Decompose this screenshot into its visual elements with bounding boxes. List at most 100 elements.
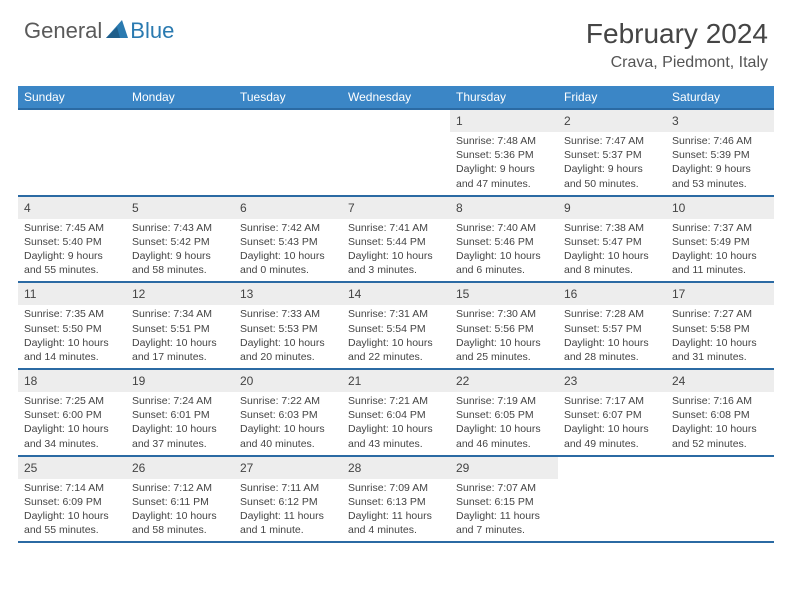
- daylight-text: and 31 minutes.: [672, 350, 768, 364]
- calendar-day-cell: 22 Sunrise: 7:19 AMSunset: 6:05 PMDayligh…: [450, 369, 558, 456]
- day-body: Sunrise: 7:31 AMSunset: 5:54 PMDaylight:…: [342, 305, 450, 368]
- calendar-day-cell: 18Sunrise: 7:25 AMSunset: 6:00 PMDayligh…: [18, 369, 126, 456]
- day-number-bar: 7: [342, 197, 450, 219]
- day-number-bar: 3: [666, 110, 774, 132]
- day-number: 23: [564, 374, 577, 388]
- day-body: Sunrise: 7:16 AMSunset: 6:08 PMDaylight:…: [666, 392, 774, 455]
- day-number-bar: 20: [234, 370, 342, 392]
- day-body: Sunrise: 7:24 AMSunset: 6:01 PMDaylight:…: [126, 392, 234, 455]
- sunrise-text: Sunrise: 7:40 AM: [456, 221, 552, 235]
- day-number-bar: 18: [18, 370, 126, 392]
- sunrise-text: Sunrise: 7:38 AM: [564, 221, 660, 235]
- sunset-text: Sunset: 5:44 PM: [348, 235, 444, 249]
- day-number: 14: [348, 287, 361, 301]
- calendar-week-row: 25Sunrise: 7:14 AMSunset: 6:09 PMDayligh…: [18, 456, 774, 543]
- day-number-bar: 1: [450, 110, 558, 132]
- day-number-bar: 13: [234, 283, 342, 305]
- daylight-text: Daylight: 10 hours: [672, 422, 768, 436]
- day-number: 28: [348, 461, 361, 475]
- sunset-text: Sunset: 5:57 PM: [564, 322, 660, 336]
- daylight-text: Daylight: 11 hours: [456, 509, 552, 523]
- sunrise-text: Sunrise: 7:22 AM: [240, 394, 336, 408]
- day-body: Sunrise: 7:19 AMSunset: 6:05 PMDaylight:…: [450, 392, 558, 455]
- day-number: 22: [456, 374, 469, 388]
- daylight-text: and 22 minutes.: [348, 350, 444, 364]
- sunset-text: Sunset: 6:15 PM: [456, 495, 552, 509]
- day-number: 8: [456, 201, 463, 215]
- day-number-bar: 29: [450, 457, 558, 479]
- sunset-text: Sunset: 5:53 PM: [240, 322, 336, 336]
- sunrise-text: Sunrise: 7:19 AM: [456, 394, 552, 408]
- day-number-bar: 8: [450, 197, 558, 219]
- day-number: 13: [240, 287, 253, 301]
- sunrise-text: Sunrise: 7:30 AM: [456, 307, 552, 321]
- day-number: 4: [24, 201, 31, 215]
- sunrise-text: Sunrise: 7:48 AM: [456, 134, 552, 148]
- daylight-text: and 43 minutes.: [348, 437, 444, 451]
- day-number-bar: 5: [126, 197, 234, 219]
- day-number: 1: [456, 114, 463, 128]
- calendar-day-cell: 27Sunrise: 7:11 AMSunset: 6:12 PMDayligh…: [234, 456, 342, 543]
- daylight-text: Daylight: 10 hours: [456, 336, 552, 350]
- day-number: 26: [132, 461, 145, 475]
- brand-triangle-icon: [106, 20, 128, 43]
- day-number-bar: 27: [234, 457, 342, 479]
- daylight-text: Daylight: 10 hours: [672, 249, 768, 263]
- daylight-text: and 50 minutes.: [564, 177, 660, 191]
- dow-header: Friday: [558, 86, 666, 109]
- sunset-text: Sunset: 6:07 PM: [564, 408, 660, 422]
- calendar-day-cell: 10Sunrise: 7:37 AMSunset: 5:49 PMDayligh…: [666, 196, 774, 283]
- day-number-bar: 19: [126, 370, 234, 392]
- day-number-bar: 28: [342, 457, 450, 479]
- day-body: Sunrise: 7:21 AMSunset: 6:04 PMDaylight:…: [342, 392, 450, 455]
- day-number: 20: [240, 374, 253, 388]
- dow-header: Sunday: [18, 86, 126, 109]
- calendar-week-row: 4Sunrise: 7:45 AMSunset: 5:40 PMDaylight…: [18, 196, 774, 283]
- daylight-text: Daylight: 10 hours: [348, 336, 444, 350]
- daylight-text: and 25 minutes.: [456, 350, 552, 364]
- title-block: February 2024 Crava, Piedmont, Italy: [586, 18, 768, 72]
- day-body: Sunrise: 7:12 AMSunset: 6:11 PMDaylight:…: [126, 479, 234, 542]
- page-title: February 2024: [586, 18, 768, 50]
- sunset-text: Sunset: 5:47 PM: [564, 235, 660, 249]
- sunrise-text: Sunrise: 7:47 AM: [564, 134, 660, 148]
- calendar-week-row: 18Sunrise: 7:25 AMSunset: 6:00 PMDayligh…: [18, 369, 774, 456]
- calendar-day-cell: 23Sunrise: 7:17 AMSunset: 6:07 PMDayligh…: [558, 369, 666, 456]
- sunset-text: Sunset: 6:00 PM: [24, 408, 120, 422]
- day-number-bar: 26: [126, 457, 234, 479]
- day-number-bar: 23: [558, 370, 666, 392]
- calendar-day-cell: 4Sunrise: 7:45 AMSunset: 5:40 PMDaylight…: [18, 196, 126, 283]
- day-number: 3: [672, 114, 679, 128]
- calendar-day-cell: 8Sunrise: 7:40 AMSunset: 5:46 PMDaylight…: [450, 196, 558, 283]
- sunset-text: Sunset: 6:11 PM: [132, 495, 228, 509]
- daylight-text: and 8 minutes.: [564, 263, 660, 277]
- sunset-text: Sunset: 5:40 PM: [24, 235, 120, 249]
- day-number-bar: 21: [342, 370, 450, 392]
- daylight-text: and 1 minute.: [240, 523, 336, 537]
- day-number-bar: 4: [18, 197, 126, 219]
- daylight-text: Daylight: 10 hours: [456, 422, 552, 436]
- sunset-text: Sunset: 5:43 PM: [240, 235, 336, 249]
- daylight-text: and 3 minutes.: [348, 263, 444, 277]
- sunset-text: Sunset: 5:50 PM: [24, 322, 120, 336]
- sunset-text: Sunset: 5:39 PM: [672, 148, 768, 162]
- daylight-text: Daylight: 10 hours: [24, 509, 120, 523]
- day-number: 10: [672, 201, 685, 215]
- sunset-text: Sunset: 5:36 PM: [456, 148, 552, 162]
- day-number-bar: 6: [234, 197, 342, 219]
- sunrise-text: Sunrise: 7:17 AM: [564, 394, 660, 408]
- sunset-text: Sunset: 6:12 PM: [240, 495, 336, 509]
- day-number-bar: 2: [558, 110, 666, 132]
- sunrise-text: Sunrise: 7:07 AM: [456, 481, 552, 495]
- dow-header: Tuesday: [234, 86, 342, 109]
- sunrise-text: Sunrise: 7:42 AM: [240, 221, 336, 235]
- daylight-text: Daylight: 10 hours: [240, 336, 336, 350]
- calendar-day-cell: 12Sunrise: 7:34 AMSunset: 5:51 PMDayligh…: [126, 282, 234, 369]
- daylight-text: Daylight: 9 hours: [24, 249, 120, 263]
- calendar-day-cell: 9Sunrise: 7:38 AMSunset: 5:47 PMDaylight…: [558, 196, 666, 283]
- dow-header: Thursday: [450, 86, 558, 109]
- calendar-empty-cell: .: [126, 109, 234, 196]
- calendar-day-cell: 24Sunrise: 7:16 AMSunset: 6:08 PMDayligh…: [666, 369, 774, 456]
- sunrise-text: Sunrise: 7:21 AM: [348, 394, 444, 408]
- dow-header-row: Sunday Monday Tuesday Wednesday Thursday…: [18, 86, 774, 109]
